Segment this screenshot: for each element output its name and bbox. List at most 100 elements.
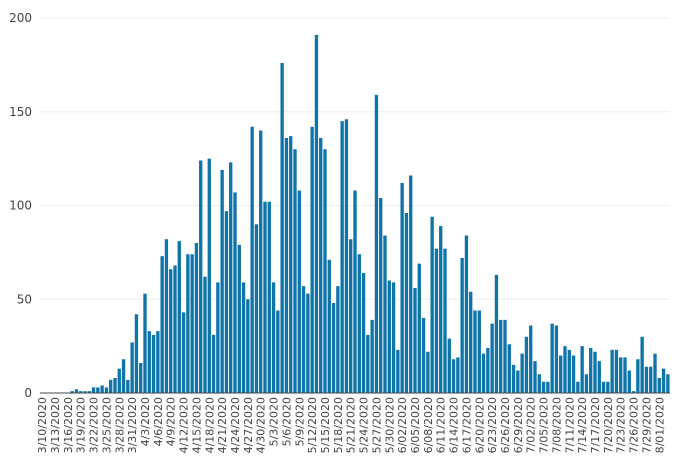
x-tick-label: 4/6/2020 [152,397,165,446]
bar [301,286,306,394]
bar [636,359,640,393]
bar [194,243,199,393]
bar [396,349,400,394]
x-tick-label: 3/28/2020 [113,397,126,453]
x-tick-label: 7/08/2020 [550,397,563,453]
bar [177,241,181,394]
bar [74,389,79,393]
bar [220,169,224,394]
bar [447,338,451,394]
bar [289,136,293,394]
y-tick-label: 200 [9,11,32,25]
bar [473,310,477,393]
x-tick-label: 3/19/2020 [75,397,88,453]
bar [644,366,649,393]
bar [593,351,597,393]
x-tick-label: 4/27/2020 [242,397,255,453]
bar [541,381,546,393]
bar [357,254,361,393]
y-tick-label: 50 [17,292,32,306]
bar [391,282,396,394]
x-tick-label: 7/14/2020 [576,397,589,453]
bar [417,263,421,394]
x-tick-label: 4/21/2020 [216,397,229,453]
x-tick-label: 3/31/2020 [126,397,139,453]
bar [619,357,623,394]
x-tick-label: 5/3/2020 [268,397,281,446]
x-tick-label: 7/02/2020 [525,397,538,453]
bar [627,370,631,393]
bar [623,357,627,394]
bar [597,361,601,394]
bar [169,269,173,393]
bar [524,336,529,393]
bar [469,291,473,393]
bar [379,198,383,393]
bar [370,319,374,394]
x-tick-label: 6/17/2020 [460,397,473,453]
bar [537,374,541,393]
bar [233,192,237,394]
bar [139,363,143,393]
bar [666,374,670,393]
x-tick-label: 7/17/2020 [589,397,602,453]
bar [460,258,464,393]
bar [271,282,276,394]
bar [451,359,456,393]
bar [237,244,241,394]
bar [383,235,387,393]
x-tick-label: 5/9/2020 [293,397,306,446]
x-tick-label: 6/29/2020 [512,397,525,453]
bar [156,331,160,394]
bar [336,286,340,394]
bar [143,293,147,394]
x-tick-label: 8/01/2020 [653,397,666,453]
bar [310,126,314,393]
x-tick-label: 6/23/2020 [486,397,499,453]
bar [520,353,524,394]
x-tick-label: 3/16/2020 [62,397,75,453]
bar [70,391,74,394]
bar [164,239,169,393]
bar [614,349,619,394]
bar [190,254,194,393]
bar [640,336,644,393]
bar [276,310,280,393]
x-tick-label: 6/11/2020 [435,397,448,453]
x-tick-label: 5/15/2020 [319,397,332,453]
bar [601,381,606,393]
bar [216,282,220,394]
x-tick-label: 5/21/2020 [345,397,358,453]
x-tick-label: 7/05/2020 [538,397,551,453]
x-tick-label: 7/11/2020 [563,397,576,453]
y-axis-tick-labels: 0 50 100 150 200 [9,11,32,400]
bar [580,346,584,394]
bar [589,348,593,393]
x-tick-label: 5/30/2020 [383,397,396,453]
bar [610,349,614,394]
x-tick-label: 6/26/2020 [499,397,512,453]
bar [306,293,310,394]
bar [263,201,267,393]
bar [134,314,139,393]
bar [584,374,589,393]
x-tick-label: 4/24/2020 [229,397,242,453]
bar [323,149,327,393]
bar [280,63,284,393]
x-tick-label: 4/12/2020 [178,397,191,453]
bar [421,318,426,393]
bar [121,359,126,393]
x-tick-label: 4/18/2020 [203,397,216,453]
x-tick-label: 5/24/2020 [358,397,371,453]
x-tick-label: 6/02/2020 [396,397,409,453]
bar [91,387,96,394]
bar [117,368,121,394]
x-tick-label: 4/9/2020 [165,397,178,446]
bar [567,349,571,394]
bar [229,162,233,394]
bar [426,351,430,393]
bar [100,385,104,393]
bar [87,391,91,394]
bar [649,366,653,393]
bar [559,355,563,393]
